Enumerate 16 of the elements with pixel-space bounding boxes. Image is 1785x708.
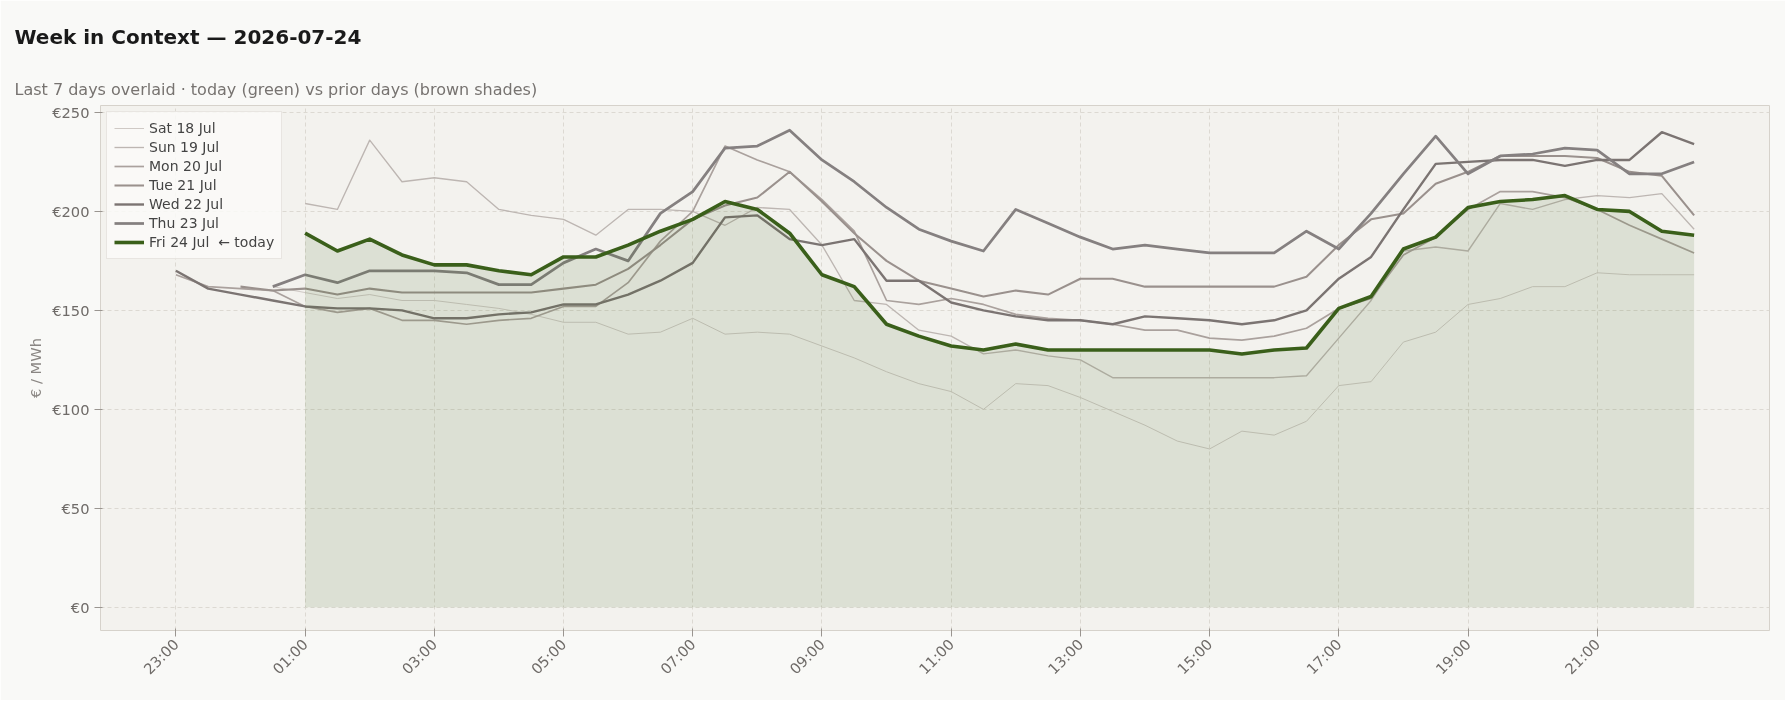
chart-title: Week in Context — 2026-07-24: [14, 24, 362, 49]
y-tick-label: €200: [52, 202, 90, 220]
legend-label: Tue 21 Jul: [149, 176, 217, 194]
legend-label: Thu 23 Jul: [149, 214, 219, 232]
y-tick-label: €100: [52, 400, 90, 418]
y-tick-label: €150: [52, 301, 90, 319]
legend-label: Sun 19 Jul: [149, 138, 220, 156]
legend-label: Wed 22 Jul: [149, 195, 224, 213]
y-axis-title: € / MWh: [27, 337, 45, 398]
legend-label: Sat 18 Jul: [149, 119, 216, 137]
y-tick-label: €50: [61, 499, 90, 517]
y-tick-label: €250: [52, 103, 90, 121]
legend-label: Fri 24 Jul ← today: [149, 233, 275, 251]
legend-label: Mon 20 Jul: [149, 157, 223, 175]
chart-subtitle: Last 7 days overlaid · today (green) vs prior days (brown shades): [14, 79, 538, 99]
y-tick-label: €0: [70, 598, 90, 616]
